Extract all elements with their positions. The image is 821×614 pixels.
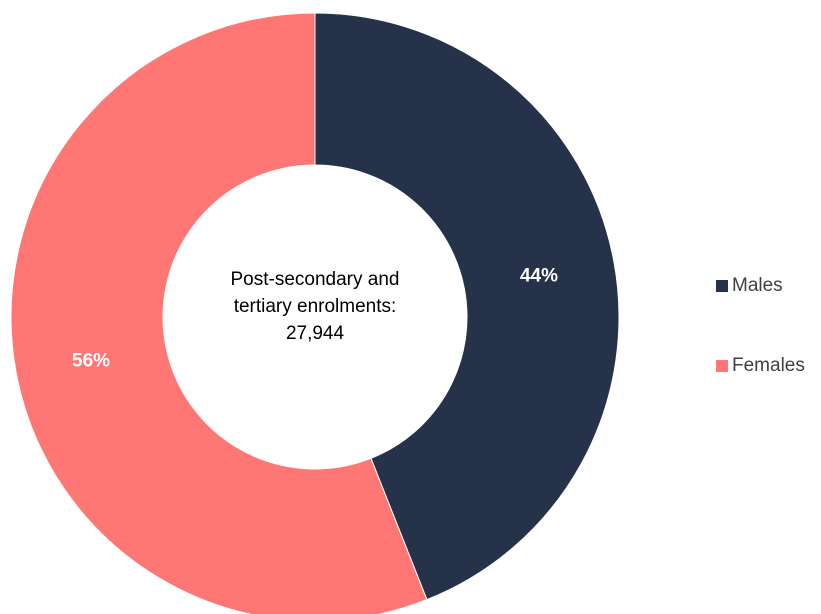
slice-label-males: 44% bbox=[520, 265, 558, 286]
slice-females bbox=[10, 12, 428, 614]
legend-swatch-males bbox=[716, 280, 728, 292]
slice-labels: 44% 56% bbox=[72, 265, 558, 371]
legend-item-females: Females bbox=[716, 352, 805, 380]
legend-label-females: Females bbox=[732, 355, 805, 376]
center-label-line-1: Post-secondary and bbox=[231, 269, 400, 290]
slice-label-females: 56% bbox=[72, 351, 110, 372]
legend-item-males: Males bbox=[716, 272, 805, 300]
legend: Males Females bbox=[716, 272, 805, 432]
donut-slices bbox=[10, 12, 620, 614]
legend-swatch-females bbox=[716, 360, 728, 372]
center-label-line-2: tertiary enrolments: bbox=[234, 296, 397, 317]
legend-label-males: Males bbox=[732, 275, 783, 296]
center-label-line-3: 27,944 bbox=[286, 323, 345, 344]
slice-males bbox=[314, 12, 620, 601]
donut-center-label: Post-secondary and tertiary enrolments: … bbox=[231, 269, 400, 344]
